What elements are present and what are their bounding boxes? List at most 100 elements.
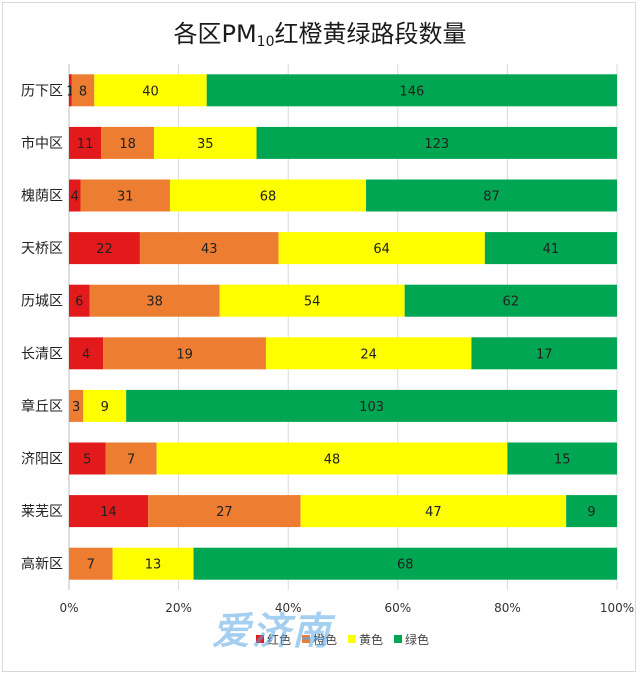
bar-segment	[156, 442, 508, 475]
data-label: 68	[260, 190, 277, 205]
data-label: 1	[66, 84, 74, 99]
chart-title: 各区PM10红橙黄绿路段数量	[173, 20, 467, 50]
data-label: 3	[72, 400, 80, 415]
data-label: 11	[77, 137, 94, 152]
category-label: 莱芜区	[21, 503, 63, 520]
legend-swatch	[394, 635, 402, 643]
bar-segment	[69, 179, 81, 212]
category-label: 市中区	[21, 135, 63, 152]
x-tick-label: 60%	[384, 601, 411, 615]
x-tick-label: 0%	[59, 601, 78, 615]
data-label: 146	[399, 84, 424, 99]
category-label: 天桥区	[21, 241, 63, 257]
bar-segment	[69, 495, 149, 528]
bar-segment	[153, 126, 257, 159]
bar-segment	[256, 126, 617, 159]
bar-segment	[265, 337, 472, 370]
data-label: 87	[483, 190, 500, 205]
data-label: 123	[424, 137, 449, 152]
bar-segment	[471, 337, 617, 370]
bar-segment	[94, 74, 207, 107]
legend-label: 红色	[267, 632, 291, 647]
category-label: 历城区	[21, 294, 63, 310]
data-label: 7	[127, 453, 135, 468]
bar-segment	[69, 232, 140, 265]
category-label: 槐荫区	[21, 189, 63, 205]
x-tick-label: 80%	[494, 601, 521, 615]
legend-swatch	[348, 635, 356, 643]
legend-label: 黄色	[359, 633, 383, 647]
bar-segment	[101, 126, 154, 159]
data-label: 13	[145, 558, 162, 573]
bar-segment	[219, 284, 405, 317]
bar-segment	[404, 284, 617, 317]
bar-segment	[71, 74, 95, 107]
bar-segment	[139, 232, 279, 265]
bar-segment	[105, 442, 157, 475]
bar-segment	[193, 547, 617, 580]
data-label: 22	[96, 242, 113, 257]
data-label: 68	[397, 558, 414, 573]
data-label: 38	[146, 295, 163, 310]
bar-segment	[83, 389, 127, 422]
bar-segment	[69, 442, 106, 475]
legend-label: 绿色	[405, 632, 429, 647]
bar-segment	[169, 179, 367, 212]
data-label: 9	[101, 400, 109, 415]
legend-label: 橙色	[313, 632, 337, 647]
bar-segment	[148, 495, 301, 528]
category-label: 长清区	[21, 346, 63, 362]
category-label: 历下区	[21, 83, 63, 99]
data-label: 40	[142, 84, 159, 99]
data-label: 62	[503, 295, 520, 310]
bar-segment	[278, 232, 485, 265]
data-label: 4	[82, 347, 90, 362]
data-label: 5	[83, 453, 91, 468]
data-label: 47	[425, 505, 442, 520]
data-label: 64	[373, 242, 390, 257]
data-label: 43	[201, 242, 218, 257]
legend-swatch	[256, 635, 264, 643]
bar-segment	[69, 389, 84, 422]
data-label: 8	[79, 84, 87, 99]
data-label: 27	[216, 505, 233, 520]
data-label: 4	[71, 190, 79, 205]
data-label: 103	[359, 400, 384, 415]
data-label: 19	[176, 347, 193, 362]
data-label: 54	[304, 295, 321, 310]
watermark-logo: 爱济南	[212, 609, 333, 653]
bar-segment	[484, 232, 617, 265]
bar-segment	[566, 495, 617, 528]
bar-segment	[206, 74, 617, 107]
category-label: 高新区	[21, 556, 63, 573]
x-tick-label: 40%	[275, 601, 302, 615]
data-label: 6	[75, 295, 83, 310]
data-label: 41	[543, 242, 560, 257]
data-label: 7	[87, 558, 95, 573]
data-label: 24	[360, 347, 377, 362]
bar-segment	[69, 284, 90, 317]
x-tick-label: 20%	[165, 601, 192, 615]
legend-swatch	[302, 635, 310, 643]
bar-segment	[80, 179, 170, 212]
data-label: 15	[554, 453, 571, 468]
bar-segment	[300, 495, 567, 528]
data-label: 17	[536, 347, 553, 362]
bar-segment	[507, 442, 617, 475]
bar-segment	[69, 126, 102, 159]
data-label: 31	[117, 190, 134, 205]
bar-segment	[69, 337, 104, 370]
data-label: 14	[100, 505, 117, 520]
bar-segment	[112, 547, 194, 580]
category-label: 章丘区	[21, 398, 63, 415]
data-label: 9	[587, 505, 595, 520]
bar-segment	[69, 547, 113, 580]
category-label: 济阳区	[21, 452, 63, 468]
data-label: 18	[119, 137, 136, 152]
bar-segment	[126, 389, 617, 422]
bar-segment	[103, 337, 266, 370]
data-label: 48	[324, 453, 341, 468]
bar-segment	[69, 74, 72, 107]
